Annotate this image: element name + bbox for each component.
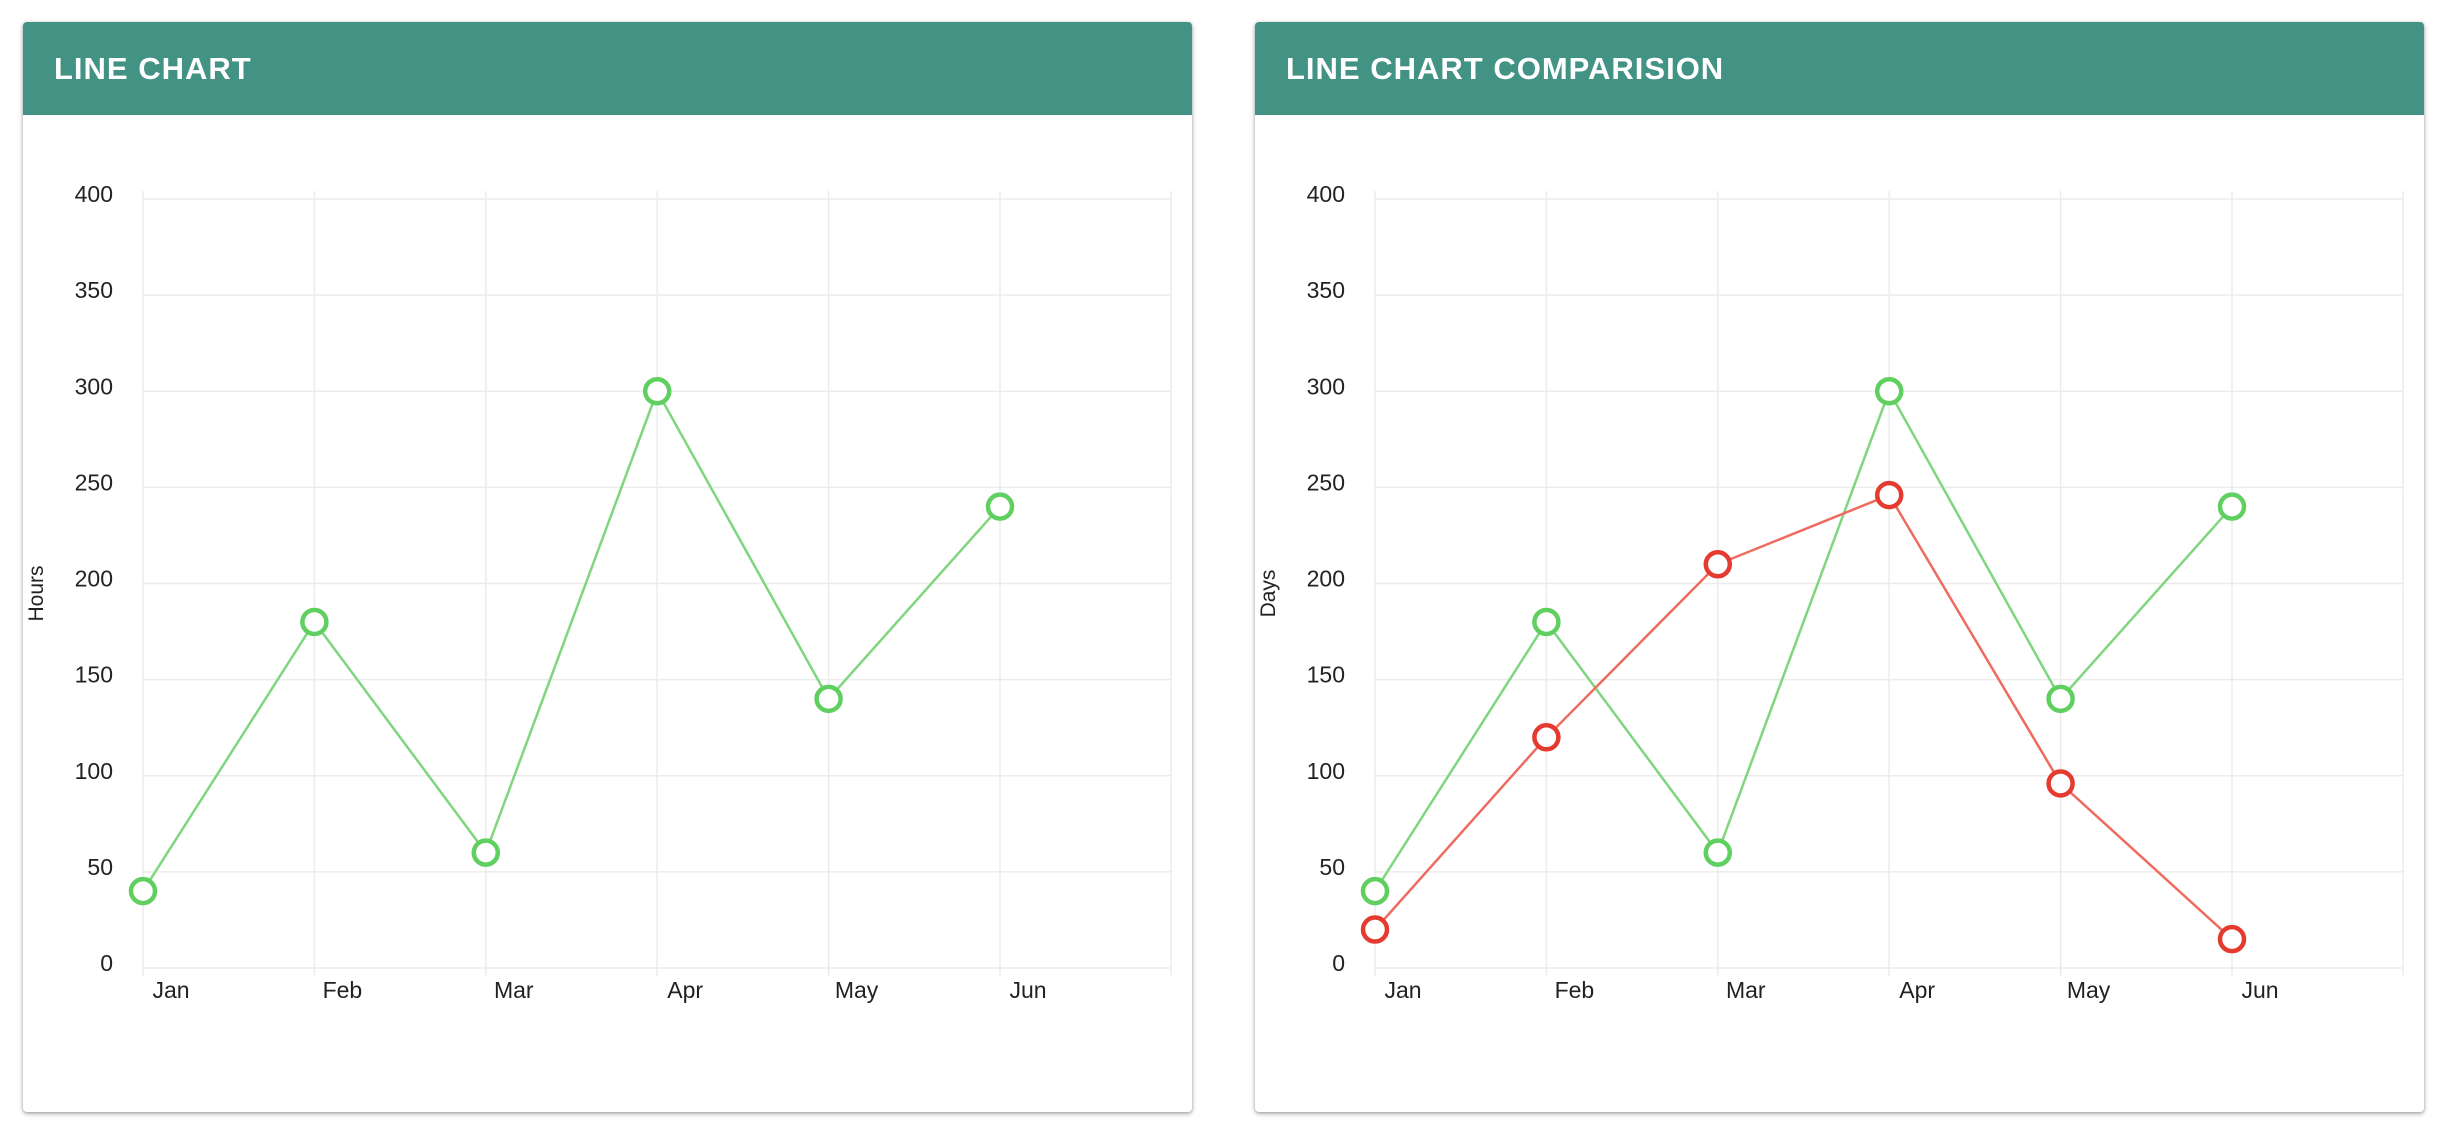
- x-tick-label: May: [2067, 977, 2111, 1003]
- y-tick-label: 300: [75, 373, 113, 399]
- y-tick-label: 400: [1307, 181, 1345, 207]
- y-tick-label: 50: [1319, 854, 1345, 880]
- data-point: [1532, 607, 1561, 637]
- data-point: [1532, 723, 1561, 752]
- y-tick-label: 150: [1307, 662, 1345, 688]
- series-line: [1374, 493, 2233, 941]
- x-tick-label: Mar: [1726, 977, 1766, 1003]
- x-tick-label: Jan: [1384, 977, 1421, 1003]
- data-point: [1703, 550, 1733, 579]
- data-point: [128, 876, 158, 906]
- y-tick-label: 200: [1307, 566, 1345, 592]
- y-tick-label: 0: [100, 950, 113, 976]
- x-tick-label: Mar: [494, 977, 534, 1003]
- x-tick-label: Apr: [1899, 977, 1935, 1003]
- line-chart-comparison-card: LINE CHART COMPARISION 0 50 100 150 200 250 30…: [1255, 22, 2424, 1112]
- y-tick-label: 50: [87, 854, 113, 880]
- y-tick-label: 0: [1332, 950, 1345, 976]
- card-title: LINE CHART COMPARISION: [1255, 22, 2424, 115]
- line-chart: 0 50 100 150 200 250 300 350 400 Jan Feb Mar Apr May J…: [25, 181, 1172, 1003]
- y-tick-label: 100: [75, 758, 113, 784]
- data-point: [1874, 377, 1904, 406]
- card-title: LINE CHART: [23, 22, 1192, 115]
- data-point: [1703, 838, 1733, 867]
- data-point: [1360, 876, 1390, 906]
- y-axis-label: Hours: [25, 565, 48, 621]
- x-tick-label: Apr: [667, 977, 703, 1003]
- data-point: [985, 492, 1015, 521]
- data-point: [2217, 492, 2247, 521]
- y-tick-label: 200: [75, 566, 113, 592]
- series-line: [1373, 388, 2233, 892]
- x-tick-label: Jun: [2241, 977, 2278, 1003]
- line-chart-comparison: 0 50 100 150 200 250 300 350 400 Jan Feb Mar Apr May J…: [1257, 181, 2404, 1003]
- x-tick-label: May: [835, 977, 879, 1003]
- y-tick-label: 250: [1307, 469, 1345, 495]
- y-axis-label: Days: [1257, 570, 1280, 618]
- data-point: [300, 607, 329, 637]
- data-point: [2046, 769, 2075, 798]
- x-tick-label: Feb: [1555, 977, 1595, 1003]
- data-point: [471, 838, 501, 867]
- data-point: [642, 377, 672, 406]
- x-tick-label: Jun: [1009, 977, 1046, 1003]
- data-point: [2046, 684, 2075, 714]
- data-point: [1874, 480, 1904, 510]
- y-tick-label: 350: [1307, 277, 1345, 303]
- x-tick-label: Feb: [323, 977, 363, 1003]
- y-tick-label: 100: [1307, 758, 1345, 784]
- y-tick-label: 300: [1307, 373, 1345, 399]
- x-tick-label: Jan: [152, 977, 189, 1003]
- data-point: [814, 684, 843, 714]
- y-tick-label: 350: [75, 277, 113, 303]
- series-line: [141, 388, 1001, 892]
- y-tick-label: 250: [75, 469, 113, 495]
- y-tick-label: 150: [75, 662, 113, 688]
- data-point: [1360, 915, 1390, 944]
- line-chart-card: LINE CHART 0 50 100 150 200 250 300 350 400 Jan Fe…: [23, 22, 1192, 1112]
- y-tick-label: 400: [75, 181, 113, 207]
- data-point: [2217, 924, 2247, 954]
